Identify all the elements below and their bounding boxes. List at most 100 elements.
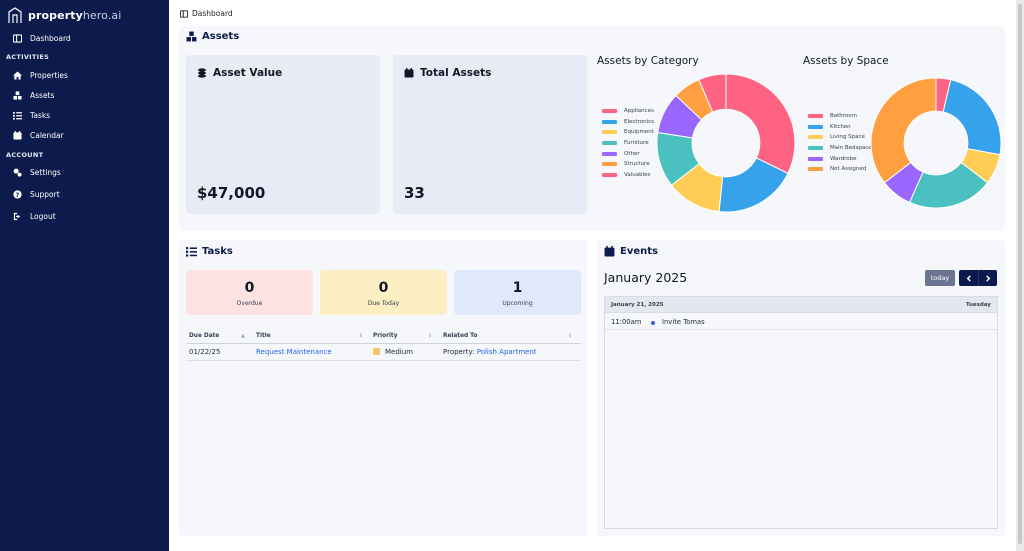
building-logo-icon [8,7,22,23]
tasks-title: Tasks [186,246,233,257]
events-title: Events [604,246,658,257]
sidebar-item-tasks[interactable]: Tasks [12,110,50,120]
space-donut-chart [870,77,1002,209]
sidebar-item-assets[interactable]: Assets [12,90,54,100]
sidebar-item-properties[interactable]: Properties [12,70,68,80]
col-priority[interactable]: Priority [373,333,398,339]
upcoming-count: 1 [512,280,523,296]
legend-item[interactable]: Not Assigned [808,164,872,175]
legend-label: Appliances [624,108,654,115]
sidebar-item-support[interactable]: ? Support [12,189,60,199]
prev-button[interactable] [959,270,978,286]
sidebar-item-calendar[interactable]: Calendar [12,130,64,140]
legend-label: Valuables [624,171,651,178]
today-button[interactable]: today [925,270,955,286]
day-date[interactable]: January 21, 2025 [611,302,664,308]
legend-swatch [602,151,617,156]
donut-slice-valuables[interactable] [698,73,727,113]
table-row[interactable]: 01/22/25 Request Maintenance Medium Prop… [186,344,581,361]
legend-item[interactable]: Main Bedspace [808,143,872,154]
upcoming-box[interactable]: 1 Upcoming [454,270,581,315]
scrollbar-thumb[interactable] [1018,4,1022,544]
legend-swatch [808,146,823,151]
next-button[interactable] [978,270,997,286]
col-title[interactable]: Title [256,333,271,339]
sort-icon[interactable]: ⇕ [568,333,573,339]
legend-item[interactable]: Equipment [602,127,654,138]
legend-swatch [602,141,617,146]
sort-icon[interactable]: ⇕ [428,333,433,339]
col-related-to[interactable]: Related To [443,333,478,339]
asset-value: $47,000 [197,184,266,202]
total-assets-value: 33 [404,184,425,202]
legend-label: Other [624,150,640,157]
legend-label: Main Bedspace [830,145,872,152]
legend-item[interactable]: Living Space [808,132,872,143]
legend-label: Electronics [624,118,654,125]
sort-asc-icon[interactable]: ▲ [241,333,245,339]
asset-value-card: Asset Value $47,000 [186,55,380,214]
tasks-icon [186,247,197,257]
legend-swatch [602,130,617,135]
legend-item[interactable]: Structure [602,159,654,170]
legend-item[interactable]: Bathroom [808,111,872,122]
related-link[interactable]: Polish Apartment [476,348,537,356]
legend-item[interactable]: Kitchen [808,122,872,133]
calendar-list-view: January 21, 2025 Tuesday 11:00am Invite … [604,296,998,529]
logo[interactable]: propertyhero.ai [8,6,121,24]
calendar-month-title: January 2025 [604,270,688,285]
section-account: ACCOUNT [6,151,44,159]
task-title-link[interactable]: Request Maintenance [256,348,332,356]
donut-slice-appliances[interactable] [725,73,796,175]
due-today-box[interactable]: 0 Due Today [320,270,447,315]
chevron-right-icon [986,274,991,282]
col-due-date[interactable]: Due Date [189,333,220,339]
space-chart-legend: Bathroom Kitchen Living Space Main Bedspace… [808,111,872,175]
logout-icon [12,211,22,221]
calendar-icon [404,68,414,78]
legend-label: Equipment [624,129,654,136]
legend-item[interactable]: Wardrobe [808,153,872,164]
overdue-box[interactable]: 0 Overdue [186,270,313,315]
legend-item[interactable]: Valuables [602,170,654,181]
legend-swatch [808,114,823,119]
sidebar-item-label: Settings [30,167,61,177]
donut-slice-kitchen[interactable] [942,79,1002,156]
tasks-table: Due Date ▲ Title ⇕ Priority ⇕ Related To… [186,330,581,361]
breadcrumb: Dashboard [180,9,233,18]
tasks-icon [12,110,22,120]
svg-text:?: ? [15,191,19,198]
page-scrollbar[interactable] [1016,0,1024,551]
gears-icon [12,167,22,177]
calendar-event[interactable]: 11:00am Invite Tomas [605,314,997,330]
category-chart-title: Assets by Category [597,55,699,67]
day-name[interactable]: Tuesday [965,302,991,308]
donut-slice-not-assigned[interactable] [870,77,937,184]
legend-item[interactable]: Appliances [602,106,654,117]
legend-swatch [808,124,823,129]
sidebar: propertyhero.ai Dashboard ACTIVITIES Pro… [0,0,169,551]
legend-item[interactable]: Furniture [602,138,654,149]
legend-swatch [602,119,617,124]
calendar-day-header: January 21, 2025 Tuesday [605,297,997,313]
overdue-count: 0 [244,280,255,296]
category-chart-legend: Appliances Electronics Equipment Furniture O… [602,106,654,180]
sort-icon[interactable]: ⇕ [359,333,364,339]
task-related: Property: Polish Apartment [443,348,537,356]
event-name: Invite Tomas [662,318,705,326]
event-dot-icon [651,321,655,325]
asset-value-title: Asset Value [197,67,282,79]
sidebar-item-dashboard[interactable]: Dashboard [12,33,71,43]
coins-icon [198,68,206,78]
sidebar-item-logout[interactable]: Logout [12,211,56,221]
sidebar-item-label: Support [30,189,60,199]
total-assets-title: Total Assets [404,67,491,79]
legend-item[interactable]: Other [602,148,654,159]
legend-label: Bathroom [830,113,858,120]
legend-swatch [602,109,617,114]
sidebar-item-label: Tasks [30,110,51,120]
event-time: 11:00am [611,318,642,326]
legend-item[interactable]: Electronics [602,117,654,128]
space-chart-title: Assets by Space [803,55,889,67]
sidebar-item-settings[interactable]: Settings [12,167,61,177]
